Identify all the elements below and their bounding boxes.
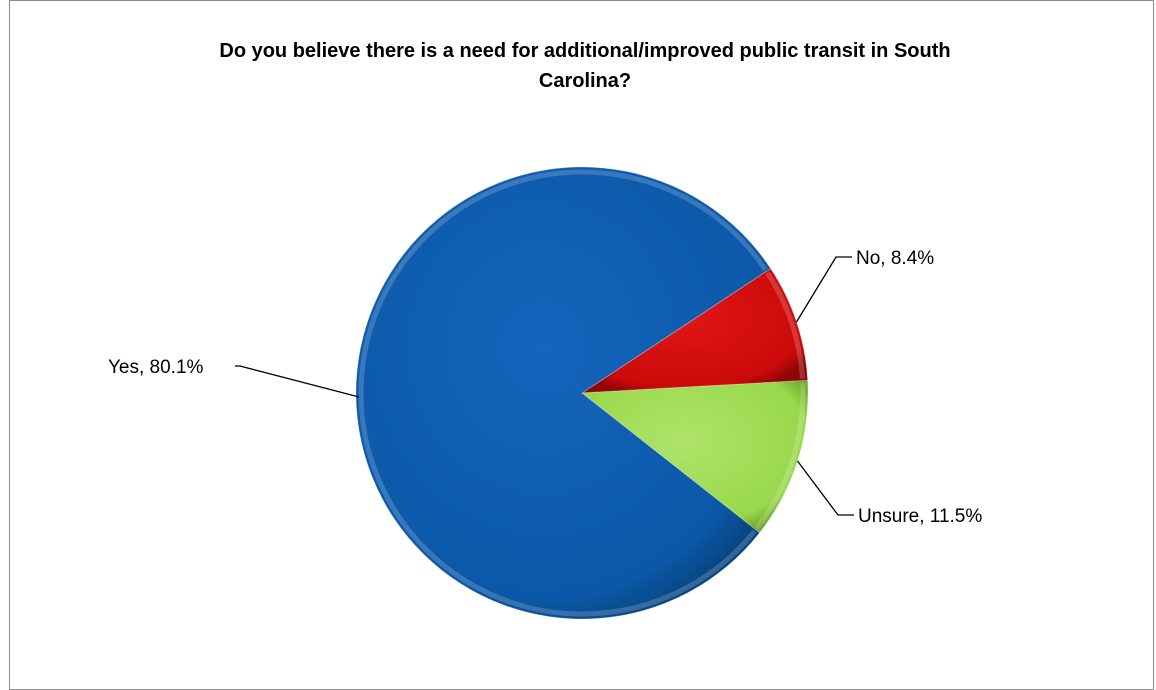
leader-line-no	[795, 256, 852, 323]
pie-slice-bevel-no	[765, 271, 806, 379]
pie-slice-bevel-unsure	[754, 382, 806, 530]
pie-labels: Yes, 80.1% No, 8.4% Unsure, 11.5%	[108, 248, 982, 527]
data-label-unsure: Unsure, 11.5%	[858, 506, 982, 527]
pie-slices	[355, 166, 809, 620]
data-label-yes: Yes, 80.1%	[108, 357, 204, 378]
chart-title: Do you believe there is a need for addit…	[219, 40, 951, 92]
pie-slice-yes	[355, 166, 772, 620]
leader-line-unsure	[796, 460, 854, 516]
data-label-no: No, 8.4%	[856, 248, 934, 269]
pie-slice-bevel-yes	[358, 169, 768, 617]
pie-chart: Yes, 80.1% No, 8.4% Unsure, 11.5%	[108, 166, 982, 620]
pie-slice-unsure	[580, 379, 809, 534]
leader-line-yes	[235, 365, 360, 398]
